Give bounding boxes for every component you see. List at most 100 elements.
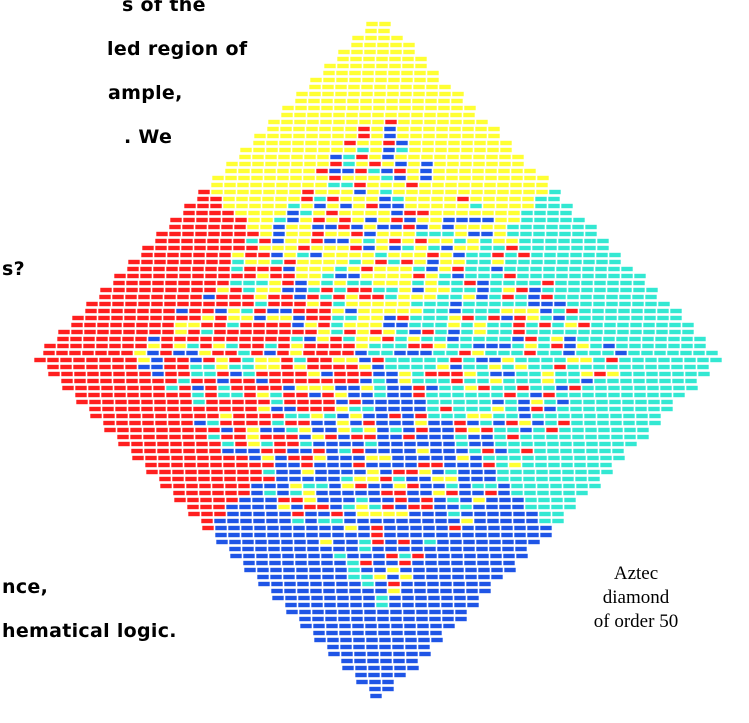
domino-tile bbox=[509, 476, 523, 482]
domino-tile bbox=[533, 217, 547, 223]
domino-tile bbox=[168, 224, 182, 230]
domino-tile bbox=[262, 182, 276, 188]
domino-tile bbox=[225, 504, 239, 510]
domino-tile bbox=[592, 294, 606, 300]
domino-tile bbox=[335, 70, 349, 76]
domino-tile bbox=[456, 455, 470, 461]
domino-tile bbox=[356, 329, 370, 335]
domino-tile bbox=[217, 392, 231, 398]
domino-tile bbox=[388, 595, 402, 601]
domino-tile bbox=[373, 84, 387, 90]
domino-tile bbox=[497, 350, 511, 356]
domino-tile bbox=[292, 126, 306, 132]
domino-tile bbox=[259, 231, 273, 237]
domino-tile bbox=[179, 399, 193, 405]
domino-tile bbox=[632, 378, 646, 384]
domino-tile bbox=[258, 238, 272, 244]
text-fragment: . We bbox=[124, 126, 173, 148]
domino-tile bbox=[243, 392, 257, 398]
domino-tile bbox=[596, 420, 610, 426]
domino-tile bbox=[450, 560, 464, 566]
domino-tile bbox=[463, 280, 477, 286]
domino-tile bbox=[208, 217, 222, 223]
domino-tile bbox=[384, 294, 398, 300]
domino-tile bbox=[229, 553, 243, 559]
domino-tile bbox=[420, 161, 434, 167]
domino-tile bbox=[371, 112, 385, 118]
domino-tile bbox=[470, 476, 484, 482]
domino-tile bbox=[436, 546, 450, 552]
domino-tile bbox=[365, 637, 379, 643]
domino-tile bbox=[271, 238, 285, 244]
domino-tile bbox=[489, 287, 503, 293]
domino-tile bbox=[444, 476, 458, 482]
domino-tile bbox=[620, 273, 634, 279]
domino-tile bbox=[510, 175, 524, 181]
domino-tile bbox=[410, 539, 424, 545]
domino-tile bbox=[204, 266, 218, 272]
domino-tile bbox=[359, 287, 373, 293]
domino-tile bbox=[579, 364, 593, 370]
domino-tile bbox=[428, 427, 442, 433]
domino-tile bbox=[506, 434, 520, 440]
domino-tile bbox=[246, 434, 260, 440]
domino-tile bbox=[247, 210, 261, 216]
domino-tile bbox=[455, 210, 469, 216]
domino-tile bbox=[513, 315, 527, 321]
domino-tile bbox=[322, 70, 336, 76]
domino-tile bbox=[183, 203, 197, 209]
domino-tile bbox=[431, 182, 445, 188]
domino-tile bbox=[195, 217, 209, 223]
domino-tile bbox=[413, 406, 427, 412]
domino-tile bbox=[426, 77, 440, 83]
domino-tile bbox=[74, 385, 88, 391]
domino-tile bbox=[393, 483, 407, 489]
domino-tile bbox=[693, 336, 707, 342]
domino-tile bbox=[364, 630, 378, 636]
domino-tile bbox=[574, 469, 588, 475]
domino-tile bbox=[541, 371, 555, 377]
domino-tile bbox=[127, 399, 141, 405]
domino-tile bbox=[336, 602, 350, 608]
domino-tile bbox=[199, 343, 213, 349]
domino-tile bbox=[557, 420, 571, 426]
domino-tile bbox=[360, 392, 374, 398]
domino-tile bbox=[250, 483, 264, 489]
domino-tile bbox=[201, 525, 215, 531]
domino-tile bbox=[573, 462, 587, 468]
domino-tile bbox=[260, 441, 274, 447]
domino-tile bbox=[121, 336, 135, 342]
domino-tile bbox=[260, 210, 274, 216]
domino-tile bbox=[541, 280, 555, 286]
domino-tile bbox=[653, 350, 667, 356]
domino-tile bbox=[235, 455, 249, 461]
domino-tile bbox=[129, 434, 143, 440]
domino-tile bbox=[470, 189, 484, 195]
domino-tile bbox=[434, 511, 448, 517]
domino-tile bbox=[349, 245, 363, 251]
domino-tile bbox=[485, 343, 499, 349]
domino-tile bbox=[571, 231, 585, 237]
domino-tile bbox=[438, 91, 452, 97]
domino-tile bbox=[281, 371, 295, 377]
domino-tile bbox=[382, 511, 396, 517]
domino-tile bbox=[460, 518, 474, 524]
domino-tile bbox=[243, 273, 257, 279]
domino-tile bbox=[457, 469, 471, 475]
domino-tile bbox=[413, 77, 427, 83]
domino-tile bbox=[684, 378, 698, 384]
domino-tile bbox=[440, 238, 454, 244]
domino-tile bbox=[126, 385, 140, 391]
domino-tile bbox=[357, 525, 371, 531]
domino-tile bbox=[655, 322, 669, 328]
domino-tile bbox=[402, 49, 416, 55]
domino-tile bbox=[138, 280, 152, 286]
domino-tile bbox=[621, 399, 635, 405]
domino-tile bbox=[405, 476, 419, 482]
domino-tile bbox=[347, 574, 361, 580]
domino-tile bbox=[353, 189, 367, 195]
domino-tile bbox=[414, 56, 428, 62]
domino-tile bbox=[279, 308, 293, 314]
domino-tile bbox=[609, 420, 623, 426]
domino-tile bbox=[290, 343, 304, 349]
